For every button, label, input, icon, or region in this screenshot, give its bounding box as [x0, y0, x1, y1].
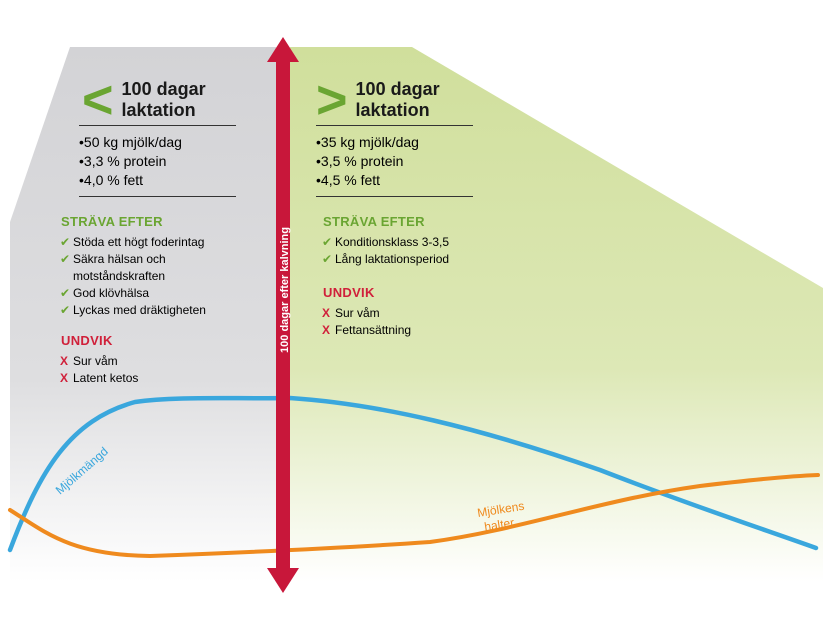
right-avoid-heading: UNDVIK — [323, 285, 375, 300]
list-item: X Sur våm — [322, 306, 380, 320]
right-facts: 35 kg mjölk/dag 3,5 % protein 4,5 % fett — [316, 133, 419, 190]
left-fact: 50 kg mjölk/dag — [79, 133, 182, 152]
left-title-line1: 100 dagar — [121, 79, 206, 99]
cross-icon: X — [60, 371, 69, 385]
list-item: ✔ Lyckas med dräktigheten — [60, 303, 206, 317]
list-item: ✔ Lång laktationsperiod — [322, 252, 450, 266]
check-icon: ✔ — [60, 235, 71, 249]
right-title-line1: 100 dagar — [355, 79, 440, 99]
milk-content-curve — [8, 473, 820, 559]
right-title-line2: laktation — [355, 100, 430, 120]
list-item: ✔ Stöda ett högt foderintag — [60, 235, 205, 249]
left-avoid-heading: UNDVIK — [61, 333, 113, 348]
right-panel-background — [290, 47, 823, 582]
left-title: 100 dagar laktation — [122, 79, 206, 121]
check-icon: ✔ — [60, 286, 71, 300]
left-bottom-rule — [79, 196, 236, 197]
check-icon: ✔ — [60, 303, 71, 317]
divider-label: 100 dagar efter kalvning — [279, 227, 291, 353]
right-title: 100 dagar laktation — [356, 79, 440, 121]
check-icon: ✔ — [60, 252, 71, 266]
left-avoid-list: X Sur våm X Latent ketos — [60, 353, 138, 387]
right-fact: 35 kg mjölk/dag — [316, 133, 419, 152]
list-item: X Fettansättning — [322, 323, 412, 337]
right-strive-heading: STRÄVA EFTER — [323, 214, 425, 229]
cross-icon: X — [322, 306, 331, 320]
list-item: ✔ God klövhälsa — [60, 286, 150, 300]
left-strive-list: ✔ Stöda ett högt foderintag ✔ Säkra hälsan… — [60, 234, 206, 319]
list-item: motståndskraften — [73, 269, 166, 283]
left-top-rule — [79, 125, 236, 126]
content-curve-label-line2: halter — [483, 515, 515, 534]
list-item: ✔ Säkra hälsan och — [60, 252, 166, 266]
right-avoid-list: X Sur våm X Fettansättning — [322, 305, 411, 339]
list-item: X Sur våm — [60, 354, 118, 368]
list-item: X Latent ketos — [60, 371, 139, 385]
right-header: > 100 dagar laktation — [316, 73, 440, 127]
left-header: < 100 dagar laktation — [82, 73, 206, 127]
less-than-icon: < — [82, 70, 114, 130]
right-fact: 3,5 % protein — [316, 152, 419, 171]
left-panel-background — [10, 47, 276, 582]
left-fact: 4,0 % fett — [79, 171, 182, 190]
left-strive-heading: STRÄVA EFTER — [61, 214, 163, 229]
list-item: ✔ Konditionsklass 3-3,5 — [322, 235, 450, 249]
right-strive-list: ✔ Konditionsklass 3-3,5 ✔ Lång laktationsp… — [322, 234, 449, 268]
left-facts: 50 kg mjölk/dag 3,3 % protein 4,0 % fett — [79, 133, 182, 190]
milk-yield-curve — [7, 395, 819, 553]
check-icon: ✔ — [322, 235, 333, 249]
right-top-rule — [316, 125, 473, 126]
cross-icon: X — [60, 354, 69, 368]
check-icon: ✔ — [322, 252, 333, 266]
divider-arrow — [267, 37, 299, 593]
left-fact: 3,3 % protein — [79, 152, 182, 171]
right-bottom-rule — [316, 196, 473, 197]
cross-icon: X — [322, 323, 331, 337]
right-fact: 4,5 % fett — [316, 171, 419, 190]
greater-than-icon: > — [316, 70, 348, 130]
left-title-line2: laktation — [121, 100, 196, 120]
